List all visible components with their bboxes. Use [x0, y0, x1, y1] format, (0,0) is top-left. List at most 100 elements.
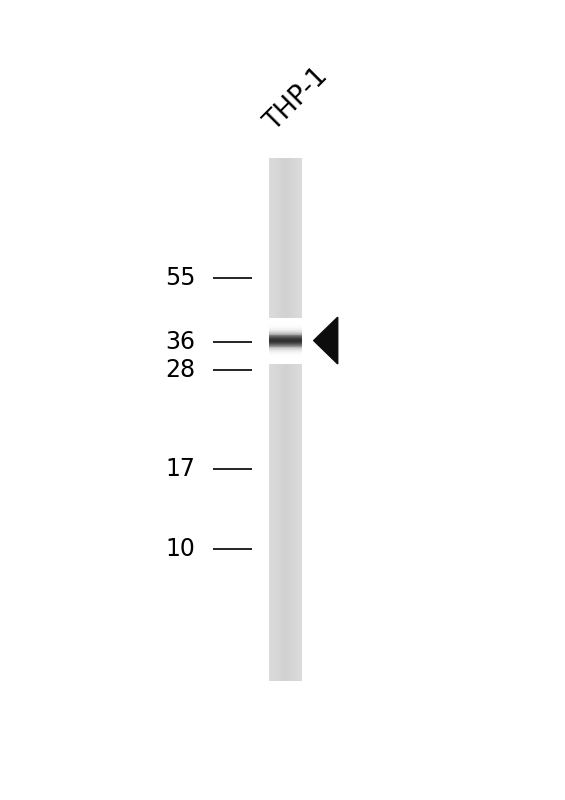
- Bar: [269, 346, 302, 351]
- Bar: [269, 262, 302, 267]
- Bar: [269, 334, 302, 335]
- Bar: [269, 304, 302, 310]
- Bar: [269, 608, 302, 613]
- Bar: [269, 404, 302, 409]
- Bar: [279, 158, 280, 682]
- Bar: [269, 236, 302, 242]
- Polygon shape: [314, 317, 338, 364]
- Bar: [293, 158, 294, 682]
- Bar: [296, 158, 297, 682]
- Bar: [269, 339, 302, 340]
- Bar: [269, 323, 302, 324]
- Bar: [269, 451, 302, 456]
- Bar: [269, 329, 302, 330]
- Bar: [269, 299, 302, 304]
- Bar: [269, 363, 302, 364]
- Bar: [269, 324, 302, 326]
- Bar: [269, 645, 302, 650]
- Bar: [269, 487, 302, 493]
- Text: THP-1: THP-1: [260, 63, 333, 136]
- Bar: [278, 158, 279, 682]
- Bar: [269, 382, 302, 388]
- Bar: [269, 283, 302, 289]
- Bar: [269, 346, 302, 347]
- Bar: [269, 331, 302, 332]
- Bar: [269, 352, 302, 353]
- Bar: [269, 327, 302, 328]
- Bar: [269, 550, 302, 555]
- Bar: [269, 344, 302, 345]
- Bar: [269, 624, 302, 629]
- Bar: [269, 199, 302, 205]
- Bar: [269, 340, 302, 341]
- Bar: [269, 634, 302, 639]
- Bar: [269, 168, 302, 174]
- Bar: [269, 273, 302, 278]
- Bar: [269, 320, 302, 325]
- Bar: [269, 310, 302, 314]
- Bar: [297, 158, 298, 682]
- Bar: [269, 333, 302, 334]
- Bar: [269, 414, 302, 419]
- Bar: [298, 158, 299, 682]
- Bar: [269, 174, 302, 178]
- Bar: [269, 394, 302, 398]
- Bar: [269, 350, 302, 351]
- Bar: [269, 361, 302, 362]
- Bar: [272, 158, 273, 682]
- Bar: [273, 158, 275, 682]
- Bar: [269, 345, 302, 346]
- Bar: [284, 158, 285, 682]
- Bar: [269, 325, 302, 330]
- Bar: [269, 336, 302, 338]
- Bar: [289, 158, 290, 682]
- Bar: [269, 351, 302, 357]
- Bar: [269, 189, 302, 194]
- Bar: [269, 582, 302, 587]
- Bar: [269, 341, 302, 342]
- Bar: [294, 158, 295, 682]
- Bar: [269, 326, 302, 327]
- Bar: [269, 545, 302, 550]
- Bar: [269, 362, 302, 367]
- Bar: [269, 618, 302, 624]
- Bar: [269, 561, 302, 566]
- Bar: [269, 163, 302, 168]
- Bar: [288, 158, 289, 682]
- Bar: [282, 158, 284, 682]
- Bar: [269, 335, 302, 336]
- Bar: [269, 221, 302, 226]
- Bar: [269, 398, 302, 404]
- Bar: [269, 267, 302, 273]
- Bar: [269, 321, 302, 322]
- Bar: [269, 322, 302, 323]
- Bar: [287, 158, 288, 682]
- Bar: [269, 670, 302, 676]
- Bar: [269, 342, 302, 343]
- Bar: [269, 278, 302, 283]
- Text: 17: 17: [166, 457, 195, 481]
- Bar: [269, 629, 302, 634]
- Bar: [269, 319, 302, 320]
- Bar: [269, 493, 302, 498]
- Bar: [269, 320, 302, 321]
- Bar: [269, 349, 302, 350]
- Bar: [269, 158, 302, 163]
- Bar: [269, 566, 302, 571]
- Bar: [269, 257, 302, 262]
- Bar: [269, 294, 302, 299]
- Bar: [269, 498, 302, 503]
- Bar: [269, 435, 302, 440]
- Bar: [269, 509, 302, 514]
- Bar: [269, 355, 302, 356]
- Bar: [269, 194, 302, 199]
- Bar: [285, 158, 286, 682]
- Bar: [269, 318, 302, 319]
- Bar: [269, 215, 302, 221]
- Bar: [269, 357, 302, 358]
- Bar: [269, 184, 302, 189]
- Bar: [290, 158, 291, 682]
- Bar: [299, 158, 300, 682]
- Bar: [300, 158, 301, 682]
- Bar: [269, 598, 302, 602]
